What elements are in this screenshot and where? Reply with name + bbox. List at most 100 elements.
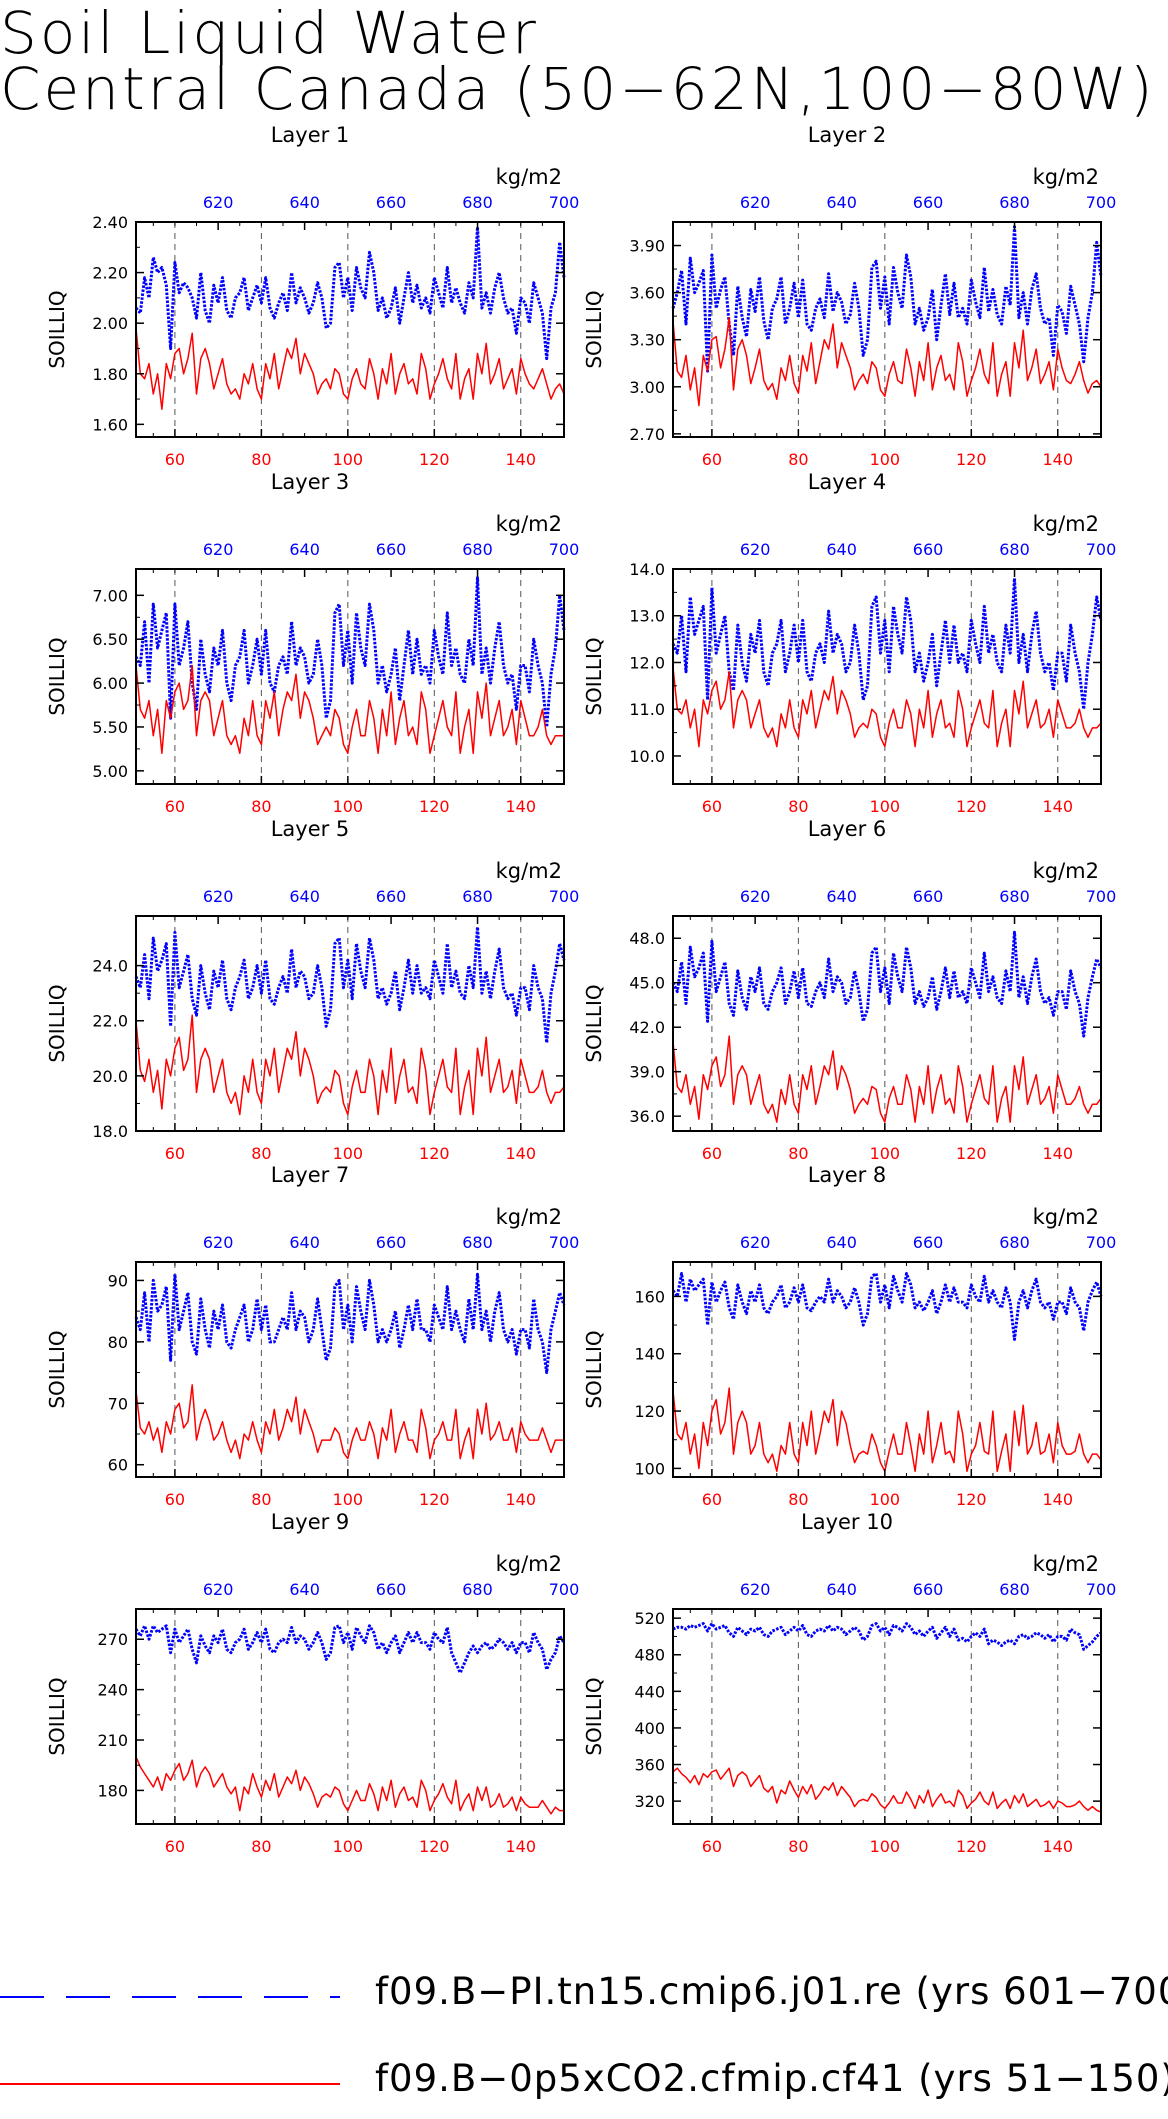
x-tick-label: 120 [956,1490,987,1509]
panel-10: Layer 10 kg/m2 320 360 400 440 480 520 60 80 100 12… [582,1510,1116,1856]
units-label: kg/m2 [1033,1552,1099,1576]
y-tick-label: 2.40 [92,213,128,232]
y-tick-label: 80 [108,1333,128,1352]
x2-tick-label: 620 [203,540,234,559]
x2-tick-label: 620 [740,1233,771,1252]
plot-frame [672,1261,1102,1478]
panel-title: Layer 8 [808,1163,887,1187]
series-line-blue [134,576,566,729]
y-tick-label: 48.0 [629,929,665,948]
y-tick-label: 42.0 [629,1018,665,1037]
x-tick-label: 80 [251,450,271,469]
x-tick-label: 100 [333,450,364,469]
series-line-red [672,1387,1102,1473]
x2-tick-label: 680 [999,540,1030,559]
x2-tick-label: 660 [913,1580,944,1599]
units-label: kg/m2 [496,165,562,189]
panel-4: Layer 4 kg/m2 10.0 11.0 12.0 13.0 14.0 60 80 100 1… [582,470,1116,816]
y-axis-label: SOILLIQ [45,1677,69,1755]
y-tick-label: 10.0 [629,747,665,766]
x-tick-label: 140 [505,1490,536,1509]
y-tick-label: 140 [634,1345,665,1364]
y-tick-label: 240 [97,1681,128,1700]
panel-1: Layer 1 kg/m2 1.60 1.80 2.00 2.20 2.40 60 80 100 1… [45,123,579,469]
y-tick-label: 13.0 [629,607,665,626]
units-label: kg/m2 [496,1552,562,1576]
x2-tick-label: 680 [999,1233,1030,1252]
x-tick-label: 60 [702,450,722,469]
x2-tick-label: 680 [462,1580,493,1599]
x-tick-label: 60 [165,1837,185,1856]
y-axis-label: SOILLIQ [582,984,606,1062]
y-tick-label: 1.60 [92,415,128,434]
plot-frame [135,221,565,438]
plot-frame [135,568,565,785]
x-tick-label: 60 [165,1490,185,1509]
x-tick-label: 120 [956,1837,987,1856]
x-tick-label: 80 [251,1144,271,1163]
series-line-red [672,1767,1102,1813]
x-tick-label: 80 [788,1144,808,1163]
x-tick-label: 100 [333,797,364,816]
x2-tick-label: 660 [376,887,407,906]
y-tick-label: 360 [634,1756,665,1775]
x2-tick-label: 620 [740,193,771,212]
y-axis-label: SOILLIQ [582,1330,606,1408]
x2-tick-label: 640 [289,1580,320,1599]
series-line-red [135,328,565,410]
x2-tick-label: 660 [913,193,944,212]
units-label: kg/m2 [496,512,562,536]
x-tick-label: 140 [1042,1144,1073,1163]
x2-tick-label: 700 [549,887,580,906]
x-tick-label: 60 [702,797,722,816]
plot-frame [135,1261,565,1478]
series-line-blue [134,225,566,361]
x2-tick-label: 660 [376,1233,407,1252]
y-tick-label: 520 [634,1609,665,1628]
y-tick-label: 3.90 [629,237,665,256]
y-tick-label: 160 [634,1287,665,1306]
figure-title-line-1: Soil Liquid Water [0,0,539,67]
x-tick-label: 60 [165,1144,185,1163]
x2-tick-label: 620 [203,887,234,906]
x2-tick-label: 640 [826,887,857,906]
x2-tick-label: 640 [826,193,857,212]
y-tick-label: 6.50 [92,630,128,649]
x-tick-label: 60 [702,1144,722,1163]
x-tick-label: 140 [505,1837,536,1856]
panel-2: Layer 2 kg/m2 2.70 3.00 3.30 3.60 3.90 60 80 100 1… [582,123,1116,469]
x-tick-label: 80 [788,797,808,816]
y-tick-label: 39.0 [629,1063,665,1082]
x-tick-label: 120 [956,797,987,816]
plot-frame [672,221,1102,438]
x2-tick-label: 640 [826,1580,857,1599]
y-tick-label: 3.60 [629,284,665,303]
panel-5: Layer 5 kg/m2 18.0 20.0 22.0 24.0 60 80 100 120 14… [45,817,579,1163]
x2-tick-label: 700 [1086,193,1117,212]
panel-7: Layer 7 kg/m2 60 70 80 90 60 80 100 120 140 620 640 6… [45,1163,579,1509]
x-tick-label: 140 [1042,450,1073,469]
y-tick-label: 12.0 [629,653,665,672]
legend-swatch-solid [0,2083,340,2085]
x2-tick-label: 620 [203,1233,234,1252]
y-tick-label: 270 [97,1630,128,1649]
y-tick-label: 5.50 [92,718,128,737]
x-tick-label: 120 [419,450,450,469]
y-tick-label: 480 [634,1646,665,1665]
figure-title: Soil Liquid Water Central Canada (50−62N… [0,0,1168,128]
y-tick-label: 90 [108,1271,128,1290]
plot-frame [135,1608,565,1825]
x-tick-label: 120 [419,1837,450,1856]
x-tick-label: 60 [165,450,185,469]
panel-3: Layer 3 kg/m2 5.00 5.50 6.00 6.50 7.00 60 80 100 1… [45,470,579,816]
panel-title: Layer 2 [808,123,887,147]
x2-tick-label: 660 [913,540,944,559]
series-line-blue [134,1272,566,1375]
y-tick-label: 440 [634,1682,665,1701]
x-tick-label: 140 [505,450,536,469]
x2-tick-label: 640 [289,887,320,906]
x2-tick-label: 660 [376,540,407,559]
series-line-red [672,316,1102,407]
y-tick-label: 180 [97,1781,128,1800]
y-tick-label: 2.00 [92,314,128,333]
